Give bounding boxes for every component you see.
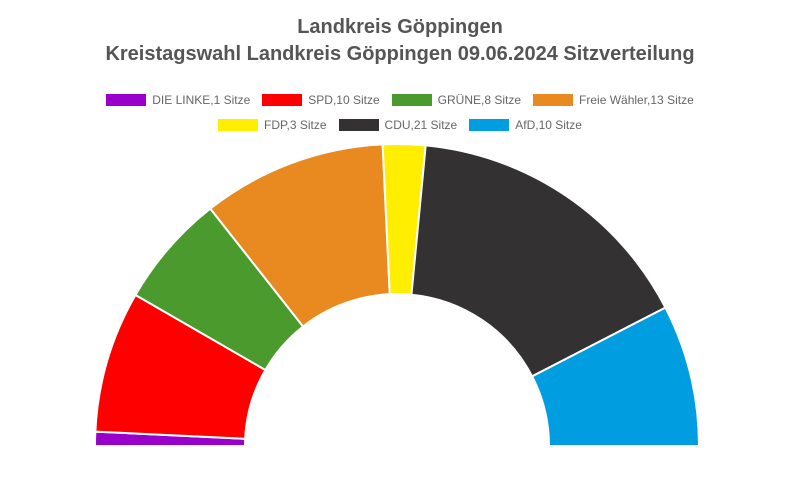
legend-swatch-afd: [469, 119, 510, 131]
chart-title-block: Landkreis Göppingen Kreistagswahl Landkr…: [0, 14, 800, 68]
legend-row-1: DIE LINKE,1 Sitze SPD,10 Sitze GRÜNE,8 S…: [0, 91, 800, 109]
legend-item-gruene[interactable]: GRÜNE,8 Sitze: [391, 93, 522, 107]
legend-swatch-die-linke: [106, 94, 147, 106]
legend-swatch-cdu: [338, 119, 379, 131]
legend-row-2: FDP,3 Sitze CDU,21 Sitze AfD,10 Sitze: [0, 116, 800, 134]
legend-item-spd[interactable]: SPD,10 Sitze: [262, 93, 380, 107]
legend-swatch-gruene: [391, 94, 432, 106]
legend-label-gruene: GRÜNE,8 Sitze: [437, 93, 522, 107]
legend-swatch-fdp: [218, 119, 259, 131]
legend-item-afd[interactable]: AfD,10 Sitze: [469, 118, 582, 132]
legend-item-freie-waehler[interactable]: Freie Wähler,13 Sitze: [533, 93, 694, 107]
chart-subtitle: Kreistagswahl Landkreis Göppingen 09.06.…: [105, 43, 695, 65]
legend-label-afd: AfD,10 Sitze: [515, 118, 582, 132]
legend-swatch-spd: [262, 94, 303, 106]
legend-item-die-linke[interactable]: DIE LINKE,1 Sitze: [106, 93, 250, 107]
segment-cdu[interactable]: [410, 144, 667, 378]
legend-label-spd: SPD,10 Sitze: [308, 93, 380, 107]
legend-label-freie-waehler: Freie Wähler,13 Sitze: [579, 93, 694, 107]
legend-item-fdp[interactable]: FDP,3 Sitze: [218, 118, 327, 132]
chart-title: Landkreis Göppingen: [297, 16, 503, 38]
chart-legend: DIE LINKE,1 Sitze SPD,10 Sitze GRÜNE,8 S…: [0, 91, 800, 141]
legend-label-die-linke: DIE LINKE,1 Sitze: [152, 93, 251, 107]
legend-swatch-freie-waehler: [533, 94, 574, 106]
legend-label-fdp: FDP,3 Sitze: [264, 118, 327, 132]
legend-item-cdu[interactable]: CDU,21 Sitze: [338, 118, 458, 132]
segment-afd[interactable]: [530, 306, 701, 447]
legend-label-cdu: CDU,21 Sitze: [384, 118, 458, 132]
